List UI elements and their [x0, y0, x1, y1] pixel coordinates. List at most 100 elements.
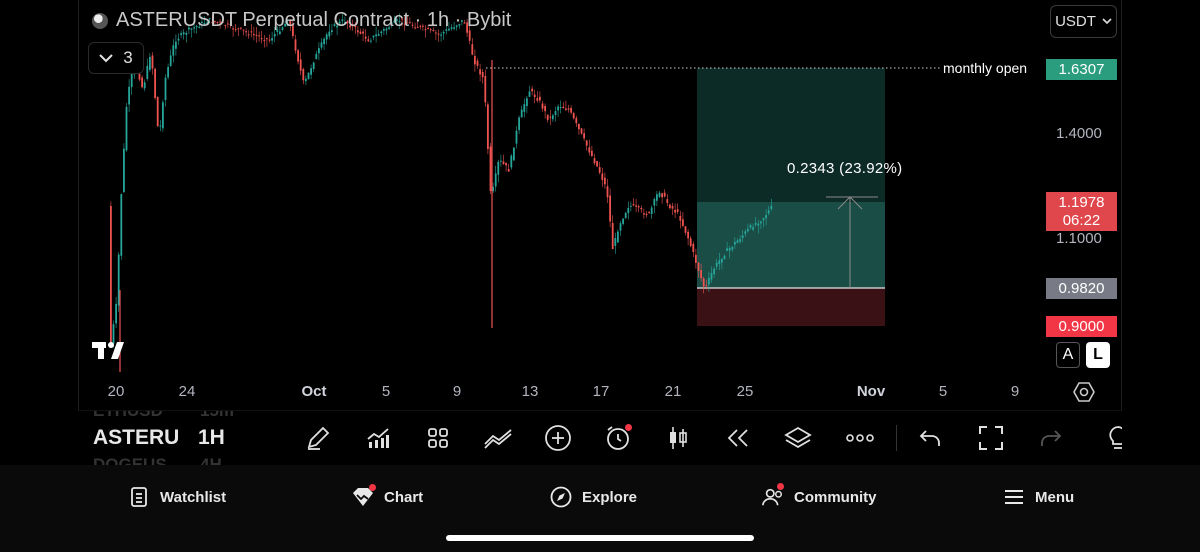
candle-body — [510, 155, 513, 168]
nav-community[interactable]: Community — [762, 483, 877, 508]
candle-body — [406, 22, 409, 24]
nav-chart[interactable]: Chart — [352, 484, 423, 508]
candle-body — [331, 30, 333, 32]
measure-arrow — [837, 196, 863, 210]
templates-button[interactable] — [422, 422, 454, 454]
candle-body — [372, 35, 375, 38]
chart-title[interactable]: ASTERUSDT Perpetual Contract · 1h · Bybi… — [92, 9, 511, 32]
more-icon — [846, 434, 874, 442]
object-tree-button[interactable] — [782, 422, 814, 454]
candle-body — [528, 91, 531, 97]
candle-body — [424, 29, 427, 31]
currency-selector[interactable]: USDT — [1050, 5, 1117, 38]
candle-body — [692, 243, 695, 252]
drawing-tools-button[interactable] — [302, 422, 334, 454]
nav-menu[interactable]: Menu — [1003, 486, 1074, 508]
candle-body — [224, 25, 227, 27]
candle-body — [650, 207, 653, 214]
home-indicator[interactable] — [446, 535, 754, 541]
candle-body — [247, 34, 250, 36]
candle-body — [112, 324, 115, 344]
candle-body — [734, 241, 736, 245]
candle-body — [598, 167, 601, 173]
ideas-button[interactable] — [1102, 422, 1122, 454]
candle-body — [567, 108, 570, 110]
candle-body — [307, 72, 310, 80]
replay-button[interactable] — [722, 422, 754, 454]
candle-body — [697, 262, 700, 271]
candle-body — [617, 231, 619, 243]
indicators-collapse-button[interactable]: 3 — [88, 42, 144, 74]
chart-canvas[interactable] — [78, 0, 1122, 410]
time-tick: 5 — [938, 383, 948, 400]
candle-body — [141, 77, 143, 88]
nav-watchlist[interactable]: Watchlist — [128, 486, 226, 508]
candle-body — [437, 33, 440, 35]
candle-body — [273, 33, 276, 37]
candle-body — [645, 213, 648, 216]
candle-body — [453, 27, 455, 29]
time-tick: 5 — [381, 383, 391, 400]
candle-body — [110, 205, 112, 345]
nav-explore[interactable]: Explore — [550, 486, 637, 508]
alerts-button[interactable] — [602, 422, 634, 454]
candle-body — [640, 207, 643, 210]
candle-body — [637, 206, 640, 208]
add-button[interactable] — [542, 422, 574, 454]
candle-body — [494, 173, 497, 187]
candle-body — [193, 27, 195, 29]
candle-body — [741, 235, 744, 239]
undo-button[interactable] — [914, 422, 946, 454]
symbol-picker[interactable]: ASTERU — [93, 426, 180, 449]
candle-body — [544, 105, 546, 112]
candle-body — [721, 258, 723, 263]
candle-body — [559, 107, 562, 109]
time-tick: 17 — [592, 383, 610, 400]
candle-body — [604, 177, 606, 185]
candle-body — [591, 150, 593, 157]
redo-icon — [1041, 430, 1062, 446]
candle-body — [445, 29, 448, 31]
candle-body — [234, 29, 237, 31]
templates-icon — [428, 428, 448, 448]
candle-body — [299, 59, 302, 71]
interval-picker[interactable]: 1H — [198, 426, 225, 449]
candle-body — [240, 27, 242, 29]
candle-body — [440, 34, 442, 36]
price-tick: 1.4000 — [1056, 125, 1102, 142]
candle-body — [216, 21, 219, 23]
chart-type-button[interactable] — [662, 422, 694, 454]
candle-body — [419, 25, 422, 27]
candle-body — [201, 21, 203, 24]
redo-button[interactable] — [1035, 422, 1067, 454]
candle-body — [159, 125, 162, 127]
candle-body — [242, 29, 245, 31]
auto-scale-button[interactable]: A — [1056, 342, 1080, 368]
candle-body — [684, 226, 687, 233]
candle-body — [206, 22, 208, 24]
candle-body — [539, 96, 541, 101]
more-button[interactable] — [844, 422, 876, 454]
ghost-interval-above: 15m — [200, 410, 235, 420]
hamburger-menu-icon — [1003, 486, 1025, 508]
indicators-button[interactable] — [362, 422, 394, 454]
candle-body — [479, 69, 481, 75]
candle-body — [289, 20, 292, 26]
candle-body — [203, 23, 206, 25]
candle-body — [281, 27, 284, 30]
chart-settings-icon[interactable] — [1072, 380, 1096, 404]
candle-body — [627, 207, 630, 214]
candle-body — [687, 231, 689, 239]
fullscreen-button[interactable] — [975, 422, 1007, 454]
candle-body — [739, 239, 741, 242]
candle-body — [380, 31, 383, 34]
candle-body — [526, 98, 528, 107]
tradingview-logo[interactable] — [92, 338, 132, 362]
log-scale-button[interactable]: L — [1086, 342, 1110, 368]
compare-button[interactable] — [482, 422, 514, 454]
candle-body — [442, 31, 445, 34]
candle-body — [403, 23, 406, 25]
candle-body — [682, 219, 684, 226]
candle-body — [502, 161, 505, 165]
candle-body — [520, 109, 523, 118]
